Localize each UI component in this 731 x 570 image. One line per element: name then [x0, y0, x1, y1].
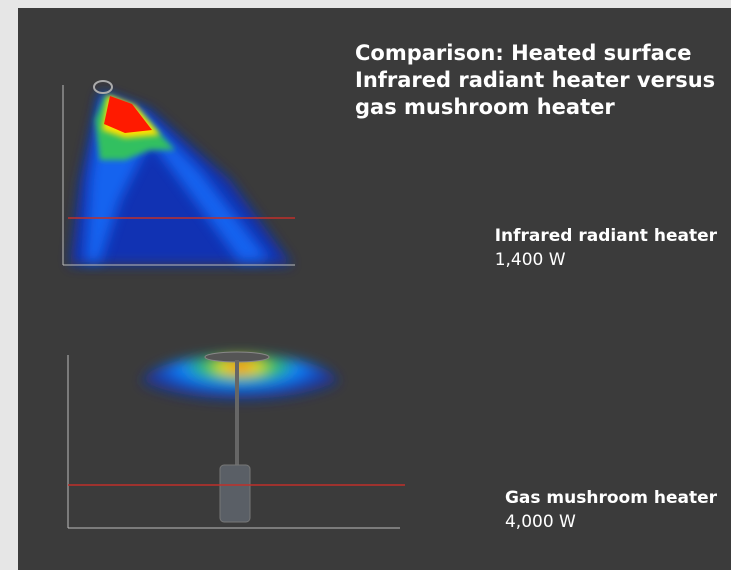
title-line: gas mushroom heater: [355, 95, 615, 119]
heater-power: 4,000 W: [504, 512, 576, 532]
gas-plot: [67, 351, 405, 529]
infrared-plot: [62, 80, 295, 266]
heater-name: Gas mushroom heater: [504, 488, 717, 508]
heater-label: Infrared radiant heater 1,400 W: [495, 224, 717, 272]
title-line: Comparison: Heated surface: [355, 41, 692, 65]
heater-label: Gas mushroom heater 4,000 W: [505, 486, 717, 534]
heater-power: 1,400 W: [494, 250, 566, 270]
panel: [18, 8, 731, 570]
title-line: Infrared radiant heater versus: [355, 68, 716, 92]
title: Comparison: Heated surface Infrared radi…: [355, 40, 715, 121]
heater-name: Infrared radiant heater: [494, 226, 717, 246]
